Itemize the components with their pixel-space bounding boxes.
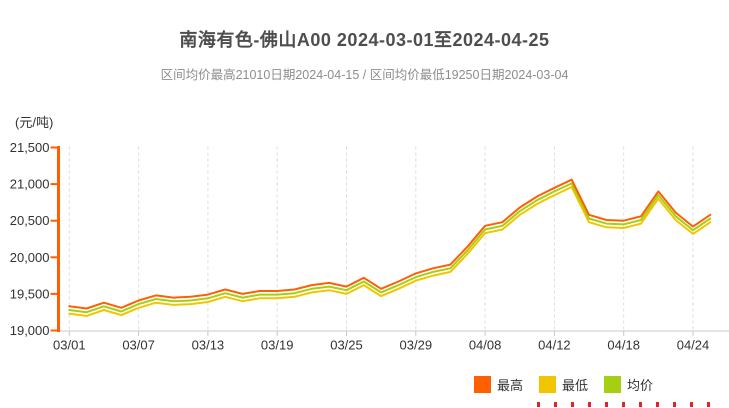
avg-series-swatch (604, 376, 622, 393)
x-tick-label: 03/13 (192, 338, 225, 353)
min-series-swatch (539, 376, 557, 393)
series-line-avg[interactable] (68, 182, 712, 314)
legend-label-min: 最低 (562, 378, 589, 393)
page-subtitle: 区间均价最高21010日期2024-04-15 / 区间均价最低19250日期2… (160, 68, 569, 82)
series-line-min[interactable] (68, 186, 712, 317)
x-tick-label: 03/29 (400, 338, 433, 353)
x-tick-label: 03/01 (53, 338, 86, 353)
y-tick-label: 20,000 (10, 250, 50, 265)
y-tick-label: 19,000 (10, 323, 50, 338)
x-tick-label: 03/19 (261, 338, 294, 353)
series-line-max[interactable] (68, 178, 712, 310)
y-tick-label: 21,500 (10, 140, 50, 155)
watermark-fragment (537, 402, 717, 407)
x-tick-label: 04/12 (538, 338, 571, 353)
page-title: 南海有色-佛山A00 2024-03-01至2024-04-25 (179, 30, 550, 50)
legend-item-max[interactable]: 最高 (474, 375, 523, 394)
y-tick-label: 21,000 (10, 177, 50, 192)
x-tick-label: 03/25 (330, 338, 363, 353)
legend-item-min[interactable]: 最低 (539, 375, 588, 394)
x-tick-label: 03/07 (122, 338, 155, 353)
max-series-swatch (474, 376, 491, 393)
y-tick-label: 19,500 (10, 286, 50, 301)
legend-label-avg: 均价 (627, 378, 654, 393)
x-tick-label: 04/08 (469, 338, 502, 353)
legend-item-avg[interactable]: 均价 (604, 375, 653, 394)
y-axis-unit-label: (元/吨) (15, 115, 54, 130)
x-tick-label: 04/18 (607, 338, 640, 353)
y-tick-label: 20,500 (10, 213, 50, 228)
chart-legend: 最高 最低 均价 (474, 375, 653, 394)
legend-label-max: 最高 (497, 378, 524, 393)
y-axis-line (57, 146, 60, 332)
x-tick-label: 04/24 (677, 338, 710, 353)
